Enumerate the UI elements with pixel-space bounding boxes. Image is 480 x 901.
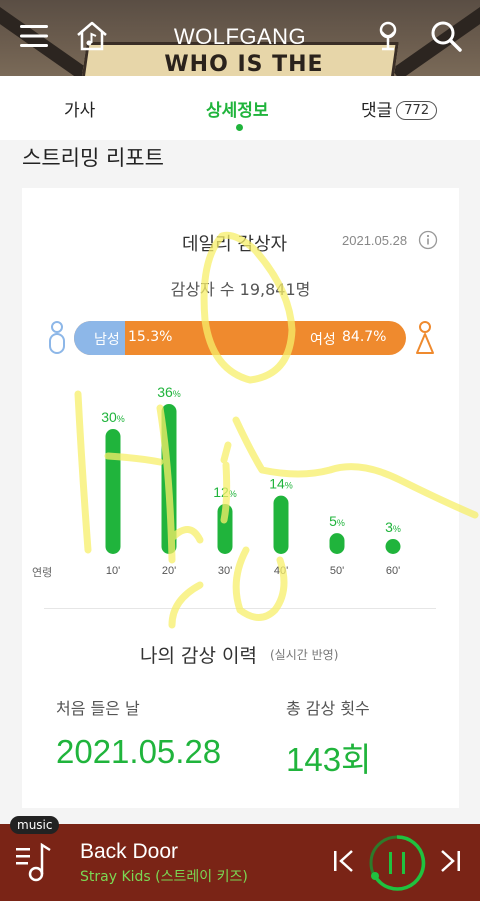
age-axis-label: 연령 <box>32 566 53 579</box>
female-percentage: 84.7% <box>342 329 387 345</box>
home-music-icon[interactable] <box>74 18 110 54</box>
listener-count: 감상자 수 19,841명 <box>170 280 311 299</box>
first-listened-date: 2021.05.28 <box>56 733 222 770</box>
age-bar-20 <box>161 404 177 554</box>
streaming-report-card: 데일리 감상자 2021.05.28 감상자 수 19,841명 남성 15.3… <box>22 188 459 808</box>
track-artist[interactable]: Stray Kids (스트레이 키즈) <box>80 869 248 885</box>
section-title: 스트리밍 리포트 <box>22 146 164 170</box>
age-bar-40 <box>273 495 289 554</box>
age-tick-label: 10' <box>106 565 120 577</box>
tab-lyrics[interactable]: 가사 <box>64 101 96 121</box>
music-tag: music <box>10 816 60 834</box>
playlist-icon[interactable] <box>14 840 54 884</box>
report-date: 2021.05.28 <box>342 233 408 248</box>
pause-button[interactable] <box>368 834 426 892</box>
male-label: 남성 <box>94 332 120 348</box>
male-percentage: 15.3% <box>128 329 173 345</box>
song-title: WOLFGANG <box>173 24 307 49</box>
tab-comments[interactable]: 댓글 772 <box>361 96 438 121</box>
male-share-bar <box>74 321 125 355</box>
age-bar-value: 30% <box>101 409 125 425</box>
tab-bar: 가사 상세정보 댓글 772 <box>0 76 480 140</box>
divider <box>44 608 436 609</box>
header-banner-text: WHO IS THE KING? <box>164 52 324 76</box>
male-icon <box>49 321 65 354</box>
age-bar-50 <box>329 533 345 554</box>
track-title[interactable]: Back Door <box>80 840 179 863</box>
age-bar-value: 36% <box>157 384 181 400</box>
age-bar-60 <box>385 539 401 554</box>
search-icon[interactable] <box>428 18 464 54</box>
tab-details[interactable]: 상세정보 <box>206 101 269 121</box>
age-bar-value: 3% <box>385 519 401 535</box>
age-bar-10 <box>105 429 121 554</box>
age-tick-label: 50' <box>330 565 344 577</box>
age-bar-value: 5% <box>329 513 345 529</box>
age-bar-value: 12% <box>213 484 237 500</box>
age-tick-label: 40' <box>274 565 288 577</box>
microphone-icon[interactable] <box>370 18 406 54</box>
menu-icon[interactable] <box>16 18 52 54</box>
total-plays-count: 143회 <box>286 741 372 778</box>
age-tick-label: 30' <box>218 565 232 577</box>
comment-count-badge: 772 <box>396 101 438 120</box>
pause-icon <box>389 852 392 874</box>
info-icon[interactable] <box>418 230 438 250</box>
total-plays-label: 총 감상 횟수 <box>286 699 370 718</box>
realtime-note: (실시간 반영) <box>270 648 339 662</box>
first-listened-label: 처음 들은 날 <box>56 699 140 718</box>
tab-comments-label: 댓글 <box>361 101 393 121</box>
gender-ratio-bar: 남성 15.3% 여성 84.7% <box>74 321 406 355</box>
female-label: 여성 <box>310 332 336 348</box>
female-icon <box>416 321 434 354</box>
next-track-icon[interactable] <box>438 848 462 874</box>
previous-track-icon[interactable] <box>332 848 356 874</box>
age-bar-30 <box>217 504 233 554</box>
age-distribution-chart: 30% 10' 36% 20' 12% 30' 14% 40' 5% 50' 3% 60' <box>101 384 401 577</box>
daily-listeners-title: 데일리 감상자 <box>182 234 288 255</box>
top-header: WHO IS THE KING? WOLFGANG <box>0 0 480 76</box>
active-tab-indicator <box>236 124 243 131</box>
age-tick-label: 60' <box>386 565 400 577</box>
age-tick-label: 20' <box>162 565 176 577</box>
age-bar-value: 14% <box>269 476 293 492</box>
listening-history-title: 나의 감상 이력 <box>140 645 257 667</box>
